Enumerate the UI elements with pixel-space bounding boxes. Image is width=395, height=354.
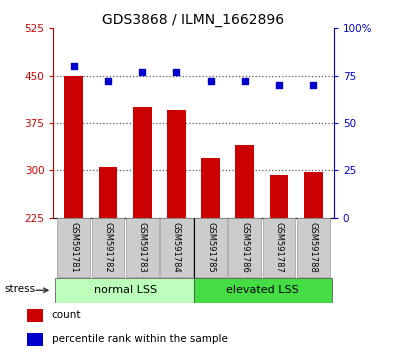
Bar — [126, 218, 159, 277]
Text: GSM591785: GSM591785 — [206, 222, 215, 273]
Bar — [27, 309, 43, 322]
Bar — [304, 172, 323, 218]
Point — [173, 69, 180, 75]
Bar — [194, 278, 332, 303]
Text: stress: stress — [4, 284, 36, 294]
Bar — [27, 333, 43, 346]
Title: GDS3868 / ILMN_1662896: GDS3868 / ILMN_1662896 — [102, 13, 285, 27]
Point — [276, 82, 282, 88]
Bar — [167, 110, 186, 218]
Bar — [99, 167, 117, 218]
Bar — [263, 218, 295, 277]
Text: GSM591782: GSM591782 — [103, 222, 113, 273]
Text: normal LSS: normal LSS — [94, 285, 157, 295]
Bar — [55, 278, 194, 303]
Bar — [270, 176, 288, 218]
Bar — [160, 218, 193, 277]
Text: GSM591783: GSM591783 — [138, 222, 147, 273]
Text: percentile rank within the sample: percentile rank within the sample — [52, 335, 228, 344]
Bar — [194, 218, 227, 277]
Bar — [92, 218, 124, 277]
Bar — [64, 76, 83, 218]
Point — [71, 63, 77, 69]
Point — [207, 79, 214, 84]
Text: count: count — [52, 310, 81, 320]
Bar — [235, 145, 254, 218]
Text: GSM591781: GSM591781 — [70, 222, 78, 273]
Point — [242, 79, 248, 84]
Text: GSM591787: GSM591787 — [275, 222, 284, 273]
Point — [105, 79, 111, 84]
Bar — [201, 158, 220, 218]
Bar — [133, 107, 152, 218]
Point — [310, 82, 316, 88]
Text: GSM591784: GSM591784 — [172, 222, 181, 273]
Text: GSM591788: GSM591788 — [309, 222, 318, 273]
Bar — [297, 218, 330, 277]
Text: GSM591786: GSM591786 — [240, 222, 249, 273]
Text: elevated LSS: elevated LSS — [226, 285, 298, 295]
Bar — [228, 218, 261, 277]
Bar — [57, 218, 90, 277]
Point — [139, 69, 145, 75]
